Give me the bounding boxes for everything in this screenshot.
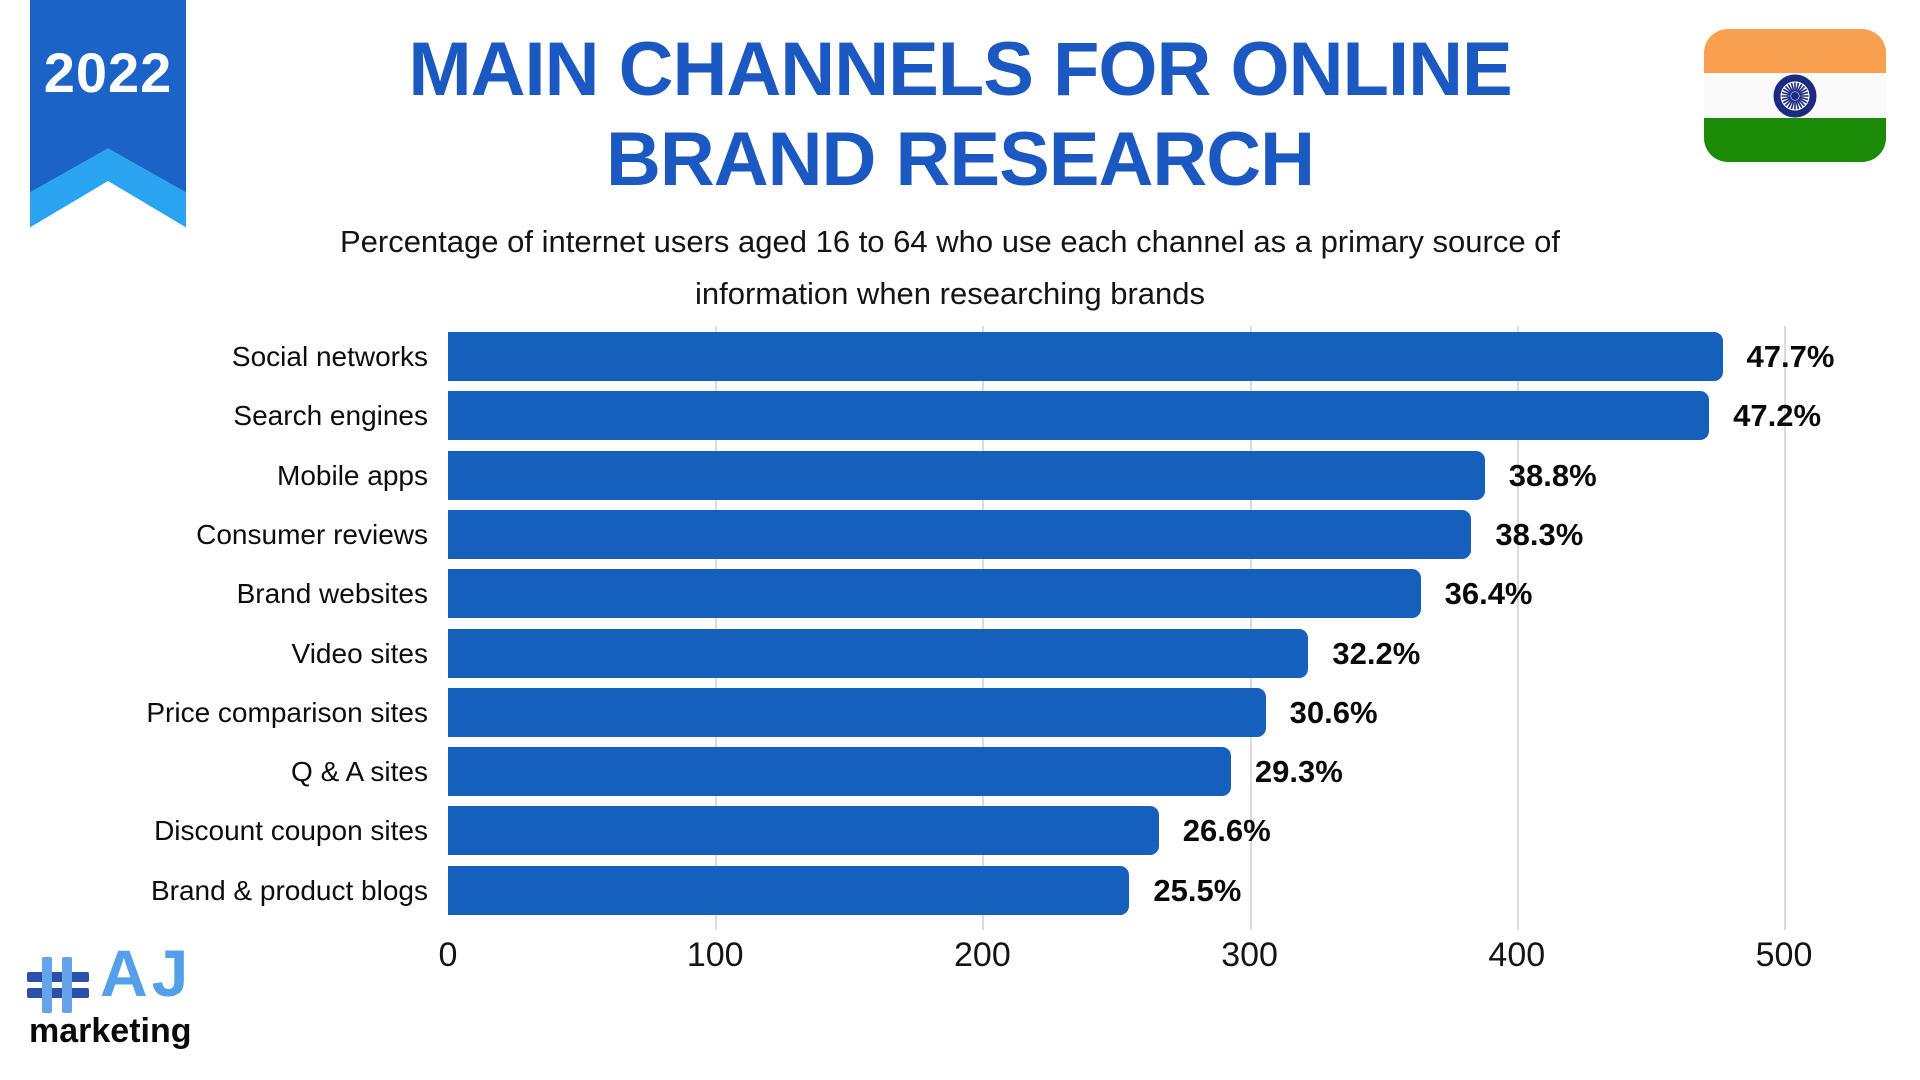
chart-row-search-engines: Search engines 47.2% xyxy=(0,391,1920,441)
bar-label-price-comparison-sites: Price comparison sites xyxy=(146,696,428,728)
subtitle-line2: information when researching brands xyxy=(694,276,1206,311)
gridline-500 xyxy=(1784,326,1786,930)
page-title-line1: MAIN CHANNELS FOR ONLINE xyxy=(408,27,1512,112)
bar-discount-coupon-sites xyxy=(448,806,1159,856)
bar-value-price-comparison-sites: 30.6% xyxy=(1289,694,1378,730)
x-tick-label-400: 400 xyxy=(1488,936,1546,974)
year-ribbon-badge: 2022 xyxy=(30,0,186,232)
year-label: 2022 xyxy=(43,41,173,104)
bar-label-mobile-apps: Mobile apps xyxy=(277,459,428,491)
chart-row-video-sites: Video sites 32.2% xyxy=(0,628,1920,678)
bar-value-brand-and-product-blogs: 25.5% xyxy=(1153,872,1242,908)
gridline-100 xyxy=(715,326,718,930)
bar-video-sites xyxy=(448,628,1309,678)
bar-label-brand-websites: Brand websites xyxy=(236,578,428,610)
bar-label-discount-coupon-sites: Discount coupon sites xyxy=(154,815,428,847)
chart-row-mobile-apps: Mobile apps 38.8% xyxy=(0,450,1920,500)
gridline-300 xyxy=(1249,326,1252,930)
x-tick-label-300: 300 xyxy=(1221,936,1278,974)
gridline-200 xyxy=(982,326,985,930)
bar-value-social-networks: 47.7% xyxy=(1746,339,1835,374)
subtitle-line1: Percentage of internet users aged 16 to … xyxy=(339,224,1561,259)
bar-label-social-networks: Social networks xyxy=(231,341,428,372)
bar-social-networks xyxy=(448,332,1723,381)
bar-value-discount-coupon-sites: 26.6% xyxy=(1182,813,1271,849)
bar-label-brand-and-product-blogs: Brand & product blogs xyxy=(150,874,428,906)
bar-label-video-sites: Video sites xyxy=(291,637,428,669)
chart-row-price-comparison-sites: Price comparison sites 30.6% xyxy=(0,687,1920,737)
x-tick-label-0: 0 xyxy=(438,936,458,974)
bar-value-brand-websites: 36.4% xyxy=(1444,576,1533,612)
bar-value-q-and-a-sites: 29.3% xyxy=(1254,754,1343,790)
flag-saffron-stripe xyxy=(1704,29,1886,74)
india-flag-icon xyxy=(1704,29,1886,162)
logo-brand-text: AJ xyxy=(100,936,193,1010)
bar-label-consumer-reviews: Consumer reviews xyxy=(196,518,428,550)
bar-value-consumer-reviews: 38.3% xyxy=(1495,516,1584,552)
logo-word-text: marketing xyxy=(29,1012,192,1050)
gridline-400 xyxy=(1516,326,1519,930)
bar-label-search-engines: Search engines xyxy=(233,400,428,432)
bar-brand-and-product-blogs xyxy=(448,865,1130,915)
ashoka-chakra-icon xyxy=(1773,74,1817,117)
bar-brand-websites xyxy=(448,569,1421,619)
chart-row-social-networks: Social networks 47.7% xyxy=(0,332,1920,381)
x-tick-label-100: 100 xyxy=(686,936,744,974)
bar-mobile-apps xyxy=(448,450,1485,500)
hash-icon xyxy=(27,957,89,1013)
bar-value-video-sites: 32.2% xyxy=(1332,635,1421,671)
x-tick-label-500: 500 xyxy=(1755,936,1813,974)
flag-green-stripe xyxy=(1704,117,1886,162)
chart-row-consumer-reviews: Consumer reviews 38.3% xyxy=(0,509,1920,559)
bar-value-mobile-apps: 38.8% xyxy=(1508,457,1597,493)
bar-consumer-reviews xyxy=(448,509,1472,559)
bar-price-comparison-sites xyxy=(448,687,1266,737)
bar-label-q-and-a-sites: Q & A sites xyxy=(291,756,428,788)
chart-row-discount-coupon-sites: Discount coupon sites 26.6% xyxy=(0,806,1920,856)
bar-q-and-a-sites xyxy=(448,747,1231,797)
aj-marketing-logo: AJ marketing xyxy=(0,936,300,1080)
bar-value-search-engines: 47.2% xyxy=(1733,398,1822,434)
chart-row-brand-websites: Brand websites 36.4% xyxy=(0,569,1920,619)
chart-row-q-and-a-sites: Q & A sites 29.3% xyxy=(0,747,1920,797)
chart-row-brand-and-product-blogs: Brand & product blogs 25.5% xyxy=(0,865,1920,915)
page-title-line2: BRAND RESEARCH xyxy=(605,117,1315,202)
x-tick-label-200: 200 xyxy=(954,936,1011,974)
bar-search-engines xyxy=(448,391,1710,441)
